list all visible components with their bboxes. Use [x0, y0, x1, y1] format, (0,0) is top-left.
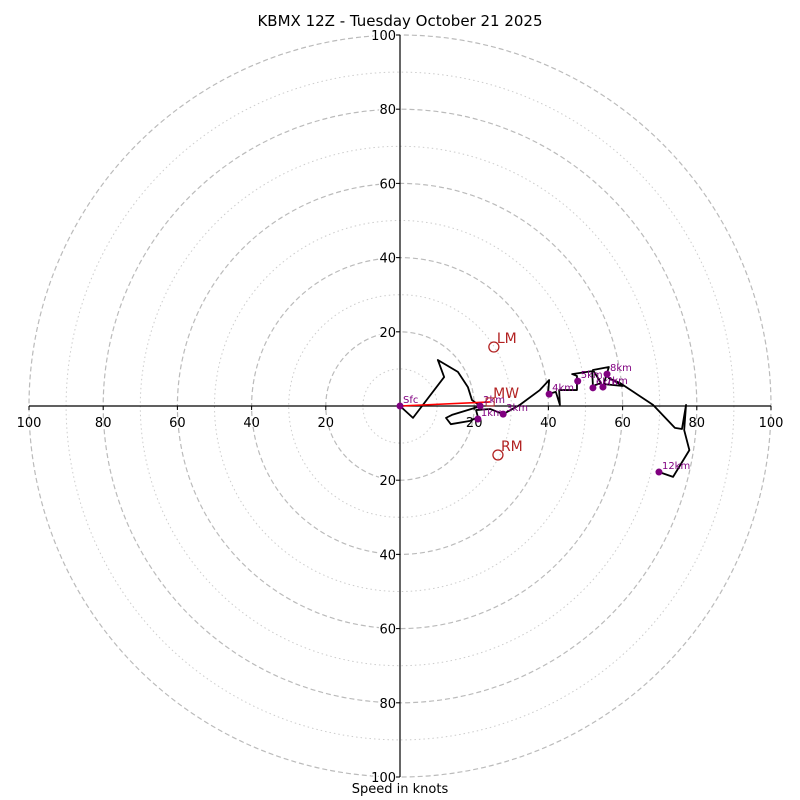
- x-tick-label: 80: [95, 416, 112, 431]
- level-label-1km: 1km: [481, 408, 503, 419]
- x-axis-label: Speed in knots: [351, 782, 449, 797]
- level-label-6km: 6km: [596, 377, 618, 388]
- level-marker-6km: [589, 384, 597, 392]
- x-tick-label: 60: [169, 416, 186, 431]
- level-label-4km: 4km: [552, 383, 574, 394]
- level-marker-Sfc: [396, 402, 404, 410]
- level-marker-3km: [499, 410, 507, 418]
- level-marker-8km: [603, 370, 611, 378]
- y-tick-label: 40: [379, 252, 396, 267]
- y-tick-label: 80: [379, 103, 396, 118]
- y-tick-label: 80: [379, 697, 396, 712]
- level-marker-5km: [574, 377, 582, 385]
- level-marker-1km: [474, 415, 482, 423]
- x-tick-label: 40: [540, 416, 557, 431]
- x-tick-label: 20: [318, 416, 335, 431]
- x-tick-label: 40: [243, 416, 260, 431]
- shear-vector: [399, 401, 491, 407]
- storm-motion-marker-LM: [488, 341, 500, 353]
- level-label-8km: 8km: [610, 363, 632, 374]
- chart-title: KBMX 12Z - Tuesday October 21 2025: [257, 12, 543, 30]
- level-marker-2km: [476, 402, 484, 410]
- y-tick-label: 40: [379, 548, 396, 563]
- y-tick-label: 60: [379, 623, 396, 638]
- storm-motion-label-LM: LM: [497, 331, 517, 347]
- y-tick-label: 60: [379, 177, 396, 192]
- storm-motion-marker-MW: [485, 397, 495, 407]
- y-tick-label: 100: [371, 29, 396, 44]
- x-tick-label: 60: [614, 416, 631, 431]
- level-label-5km: 5km: [581, 370, 603, 381]
- y-tick-label: 100: [371, 771, 396, 786]
- storm-motion-label-MW: MW: [493, 386, 519, 402]
- level-label-3km: 3km: [506, 403, 528, 414]
- level-marker-12km: [655, 468, 663, 476]
- level-marker-4km: [545, 390, 553, 398]
- storm-motion-marker-RM: [492, 449, 504, 461]
- level-label-12km: 12km: [662, 461, 690, 472]
- y-tick-label: 20: [379, 474, 396, 489]
- x-tick-label: 100: [759, 416, 784, 431]
- level-label-Sfc: Sfc: [403, 395, 418, 406]
- level-label-7km: 7km: [606, 376, 628, 387]
- x-tick-label: 100: [17, 416, 42, 431]
- level-marker-7km: [599, 383, 607, 391]
- storm-motion-label-RM: RM: [501, 439, 523, 455]
- x-tick-label: 80: [689, 416, 706, 431]
- y-tick-label: 20: [379, 326, 396, 341]
